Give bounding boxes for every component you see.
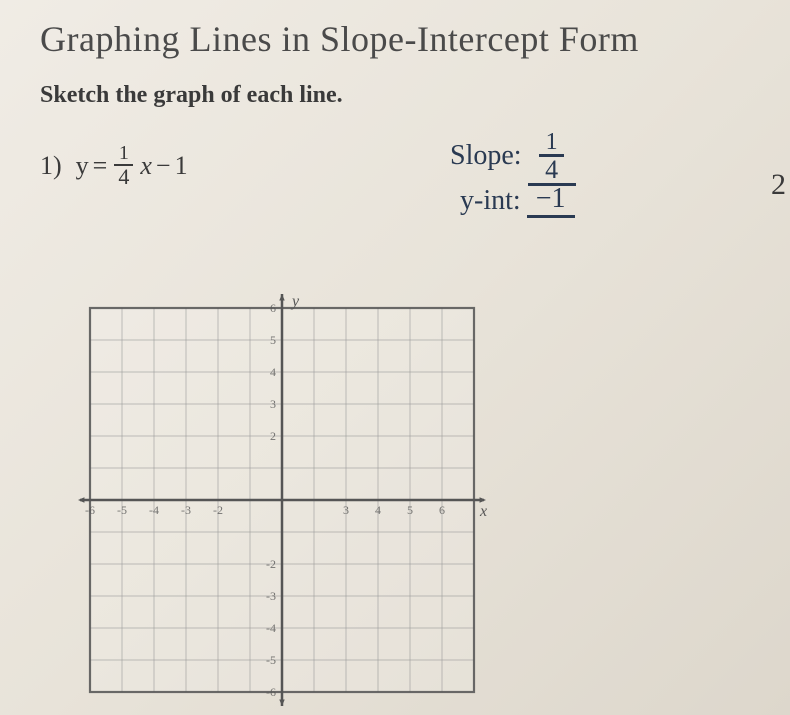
yint-label: y-int: (460, 185, 521, 217)
svg-text:5: 5 (407, 503, 413, 517)
svg-text:5: 5 (270, 333, 276, 347)
eq-op: − (156, 151, 171, 181)
eq-lhs: y (76, 151, 89, 181)
svg-text:-6: -6 (266, 685, 276, 699)
eq-fraction: 1 4 (114, 143, 133, 188)
svg-text:-2: -2 (266, 557, 276, 571)
svg-text:-3: -3 (266, 589, 276, 603)
handwritten-yint: y-int: −1 (460, 183, 575, 218)
svg-text:4: 4 (270, 365, 276, 379)
slope-value: 1 4 (539, 130, 564, 183)
svg-text:2: 2 (270, 429, 276, 443)
slope-den: 4 (539, 154, 564, 183)
yint-value: −1 (527, 183, 575, 218)
svg-text:3: 3 (343, 503, 349, 517)
svg-text:-5: -5 (266, 653, 276, 667)
equation: 1) y = 1 4 x − 1 (40, 143, 790, 188)
svg-text:y: y (290, 293, 300, 310)
svg-text:-2: -2 (213, 503, 223, 517)
instructions: Sketch the graph of each line. (40, 82, 790, 109)
slope-num: 1 (546, 130, 558, 154)
eq-frac-num: 1 (119, 143, 129, 164)
svg-text:-5: -5 (117, 503, 127, 517)
eq-var: x (140, 151, 152, 181)
handwritten-slope: Slope: 1 4 (450, 125, 576, 186)
eq-frac-den: 4 (114, 164, 133, 188)
problem-number: 1) (40, 151, 62, 181)
svg-text:3: 3 (270, 397, 276, 411)
problem-1: 1) y = 1 4 x − 1 Slope: 1 4 y-int: −1 (40, 143, 790, 188)
page-title: Graphing Lines in Slope-Intercept Form (40, 18, 790, 60)
svg-text:-6: -6 (85, 503, 95, 517)
eq-equals: = (93, 151, 108, 181)
svg-text:6: 6 (439, 503, 445, 517)
svg-text:-4: -4 (149, 503, 159, 517)
slope-label: Slope: (450, 140, 522, 172)
coordinate-grid: y x -6 -5 -4 -3 -2 3 4 5 6 2 3 4 5 6 -2 -3 -4 -5 -6 (72, 290, 492, 710)
svg-text:x: x (479, 503, 487, 520)
svg-text:6: 6 (270, 301, 276, 315)
grid-svg: y x -6 -5 -4 -3 -2 3 4 5 6 2 3 4 5 6 -2 -3 -4 -5 -6 (72, 290, 492, 710)
eq-const: 1 (175, 151, 188, 181)
svg-text:4: 4 (375, 503, 381, 517)
svg-text:-4: -4 (266, 621, 276, 635)
next-problem-number: 2 (771, 168, 786, 202)
svg-text:-3: -3 (181, 503, 191, 517)
